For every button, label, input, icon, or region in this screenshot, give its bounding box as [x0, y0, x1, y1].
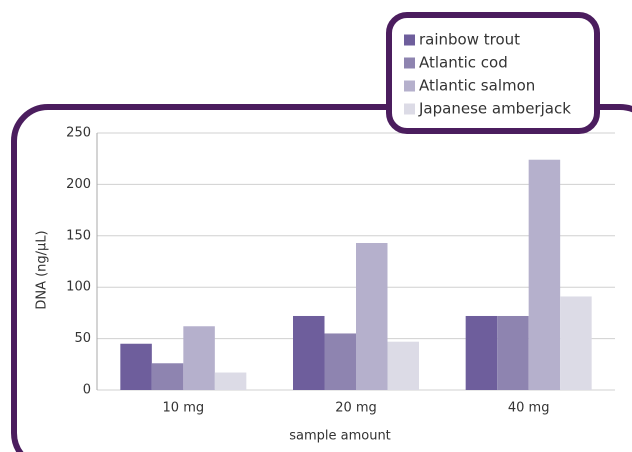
bar [465, 315, 498, 390]
legend-swatch [404, 80, 415, 92]
bar [293, 315, 325, 390]
bar [560, 296, 592, 390]
legend-swatch [404, 34, 415, 46]
bar [183, 326, 215, 390]
x-tick-label: 40 mg [508, 401, 550, 416]
x-axis-label: sample amount [289, 429, 391, 444]
bar [528, 159, 561, 390]
y-tick-label: 100 [66, 280, 91, 295]
y-tick-label: 200 [66, 177, 91, 192]
x-tick-label: 10 mg [163, 401, 205, 416]
y-tick-label: 50 [74, 331, 91, 346]
bar [214, 372, 247, 390]
y-tick-label: 150 [66, 228, 91, 243]
y-tick-label: 250 [66, 126, 91, 141]
legend-label: rainbow trout [419, 31, 520, 49]
legend-label: Japanese amberjack [418, 100, 571, 118]
legend-swatch [404, 103, 415, 115]
bar [151, 363, 184, 390]
y-tick-label: 0 [83, 383, 91, 398]
legend-label: Atlantic cod [419, 54, 508, 72]
bar [497, 315, 529, 390]
y-axis-label: DNA (ng/µL) [35, 230, 50, 309]
x-tick-label: 20 mg [335, 401, 377, 416]
bar [120, 343, 152, 390]
bar [324, 333, 356, 390]
bar [387, 341, 419, 390]
legend-swatch [404, 57, 415, 69]
bar [356, 242, 388, 390]
legend-box [386, 12, 600, 134]
legend-label: Atlantic salmon [419, 77, 535, 95]
